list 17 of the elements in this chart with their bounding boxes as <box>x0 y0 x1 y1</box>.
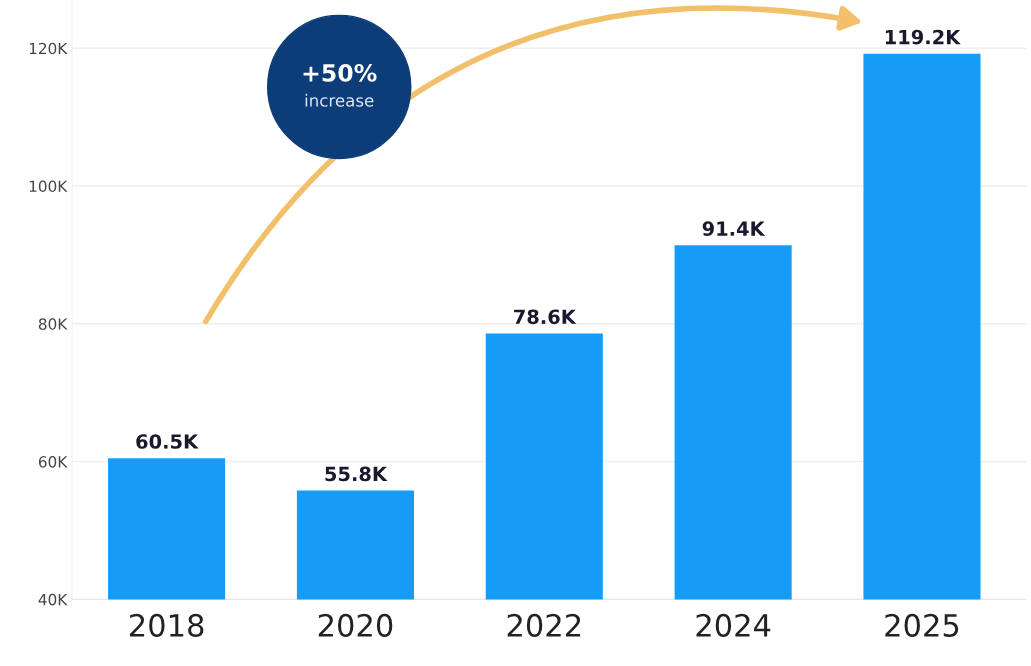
annotation: +50% <box>303 63 377 82</box>
data-label: 55.8K <box>325 466 388 482</box>
y-tick-label: 100K <box>29 180 68 193</box>
data-label: 78.6K <box>514 309 577 325</box>
x-tick-label: 2025 <box>885 613 959 637</box>
data-label: 91.4K <box>702 221 766 236</box>
x-tick-label: 2024 <box>696 613 771 637</box>
y-tick-label: 40K <box>38 593 68 606</box>
y-tick-label: 120K <box>29 42 68 55</box>
data-label: 119.2K <box>885 29 961 45</box>
x-tick-label: 2020 <box>318 613 393 637</box>
annotation: increase <box>305 93 374 107</box>
y-tick-label: 80K <box>38 318 68 330</box>
data-label: 60.5K <box>136 434 199 449</box>
x-tick-label: 2022 <box>507 613 581 637</box>
x-tick-label: 2018 <box>129 613 204 637</box>
y-tick-label: 60K <box>38 456 68 468</box>
